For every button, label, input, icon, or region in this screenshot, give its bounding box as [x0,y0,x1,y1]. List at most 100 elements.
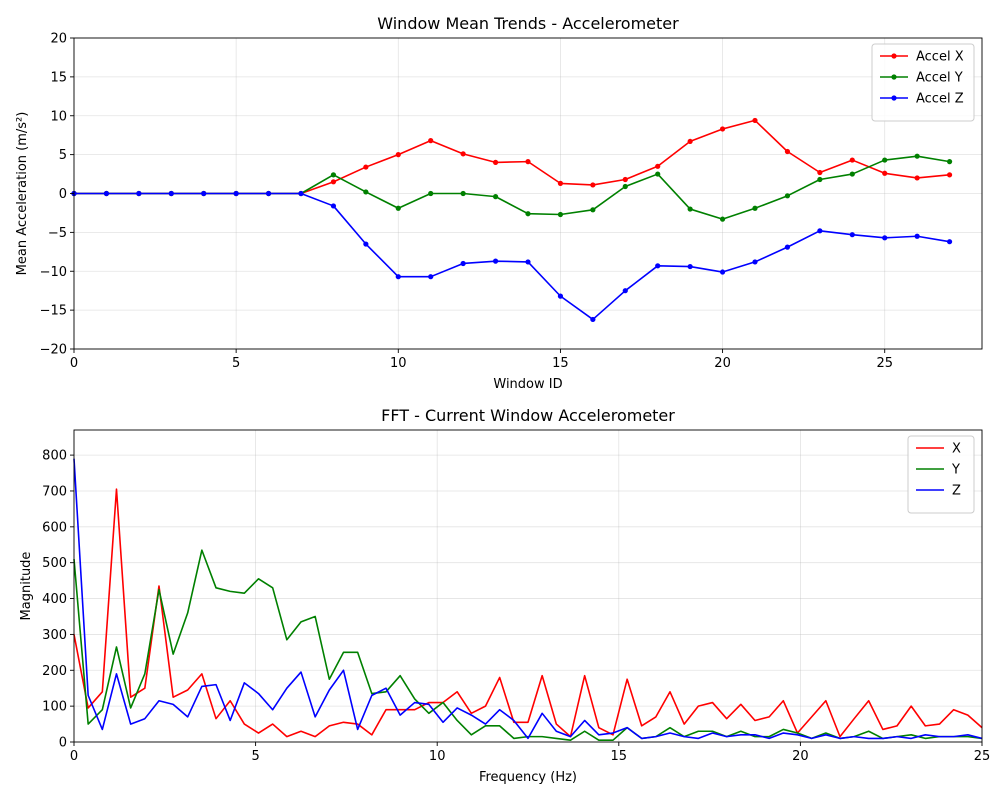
trend-data-point [395,205,401,211]
fft-title: FFT - Current Window Accelerometer [381,406,675,425]
trend-data-point [719,269,726,275]
fft-plot-frame [73,429,983,743]
trend-data-point [590,207,596,213]
trend-data-point [687,138,693,145]
fft-chart: 0 5 10 15 20 25 0 100 200 300 400 500 600 700 800 FFT … [19,406,990,785]
fft-y-tick-label: 700 [42,484,67,499]
fft-y-tick-label: 200 [42,664,67,679]
trend-x-tick-label: 10 [390,356,407,371]
fft-legend-label: Y [951,463,960,478]
fft-y-tick-label: 500 [42,556,67,571]
fft-y-tick-label: 800 [42,449,67,464]
trend-data-point [784,244,791,250]
fft-x-tick-label: 10 [429,749,446,764]
trend-data-point [622,288,628,294]
fft-ticks: 0 5 10 15 20 25 0 100 200 300 400 500 600 700 800 [42,449,990,764]
trend-legend-marker [891,95,897,101]
trend-y-tick-label: −20 [40,343,67,358]
fft-series-line-1 [73,488,983,738]
fft-x-tick-label: 25 [974,749,991,764]
trend-y-tick-label: −10 [40,265,67,280]
trend-series-line-2 [74,155,950,220]
trend-data-point [590,316,596,323]
trend-series [71,117,953,323]
trend-data-point [395,274,401,280]
fft-legend: XYZ [907,435,975,514]
trend-data-point [460,190,466,197]
trend-y-tick-label: 10 [50,109,67,124]
trend-x-axis-label: Window ID [493,377,562,392]
trend-data-point [233,190,239,197]
fft-y-tick-label: 300 [42,628,67,643]
trend-data-point [298,190,304,197]
trend-data-point [265,190,272,197]
fft-x-tick-label: 5 [251,749,259,764]
trend-legend-marker [891,53,897,59]
trend-data-point [622,183,628,190]
trend-data-point [946,239,953,245]
fft-legend-label: X [952,442,961,457]
trend-data-point [687,263,693,270]
fft-x-tick-label: 0 [70,749,78,764]
fft-y-tick-label: 600 [42,520,67,535]
trend-data-point [395,152,401,158]
trend-data-point [882,157,888,163]
trend-x-tick-label: 0 [70,356,78,371]
trend-data-point [946,159,953,165]
trend-data-point [590,182,596,188]
trend-series-line-1 [74,119,950,195]
trend-data-point [687,206,693,212]
trend-data-point [492,194,499,200]
trend-data-point [946,172,953,178]
fft-y-axis-label: Magnitude [19,552,34,621]
trend-data-point [168,190,174,197]
trend-data-point [719,126,726,132]
fft-y-tick-label: 0 [59,736,67,751]
trend-x-tick-label: 15 [552,356,569,371]
trend-data-point [719,216,726,222]
trend-data-point [817,169,823,176]
trend-y-tick-label: −15 [40,304,67,319]
trend-data-point [914,153,920,159]
trend-data-point [201,190,207,197]
trend-data-point [752,117,758,124]
trend-data-point [460,151,466,157]
trend-data-point [752,205,758,211]
trend-data-point [525,159,531,165]
trend-legend-marker [891,74,897,80]
trend-chart: 0 5 10 15 20 25 −20 −15 −10 −5 0 5 10 15 20 Window Mea… [15,14,983,392]
trend-data-point [914,175,920,181]
trend-data-point [849,232,855,238]
fft-grid [73,430,983,743]
trend-data-point [557,293,564,299]
trend-data-point [557,211,564,218]
trend-data-point [428,274,434,280]
fft-series-line-2 [73,549,983,742]
trend-data-point [460,260,466,267]
trend-data-point [784,148,791,155]
trend-data-point [525,259,531,265]
trend-data-point [817,228,823,234]
trend-legend-box [871,43,975,122]
trend-data-point [849,171,855,177]
fft-series [73,458,983,742]
trend-y-tick-label: 20 [50,32,67,47]
trend-data-point [330,172,337,178]
trend-y-tick-label: 0 [59,187,67,202]
trend-data-point [492,258,499,264]
trend-data-point [363,164,369,170]
fft-x-tick-label: 15 [611,749,628,764]
fft-legend-box [907,435,975,514]
fft-series-line-3 [73,458,983,740]
trend-ticks: 0 5 10 15 20 25 −20 −15 −10 −5 0 5 10 15 20 [40,32,893,372]
trend-data-point [817,176,823,183]
trend-y-tick-label: 15 [50,70,67,85]
trend-y-tick-label: −5 [48,226,67,241]
trend-data-point [655,163,661,169]
trend-data-point [655,263,661,269]
trend-x-tick-label: 20 [714,356,731,371]
trend-data-point [914,233,920,239]
trend-data-point [428,138,434,144]
trend-data-point [752,259,758,265]
